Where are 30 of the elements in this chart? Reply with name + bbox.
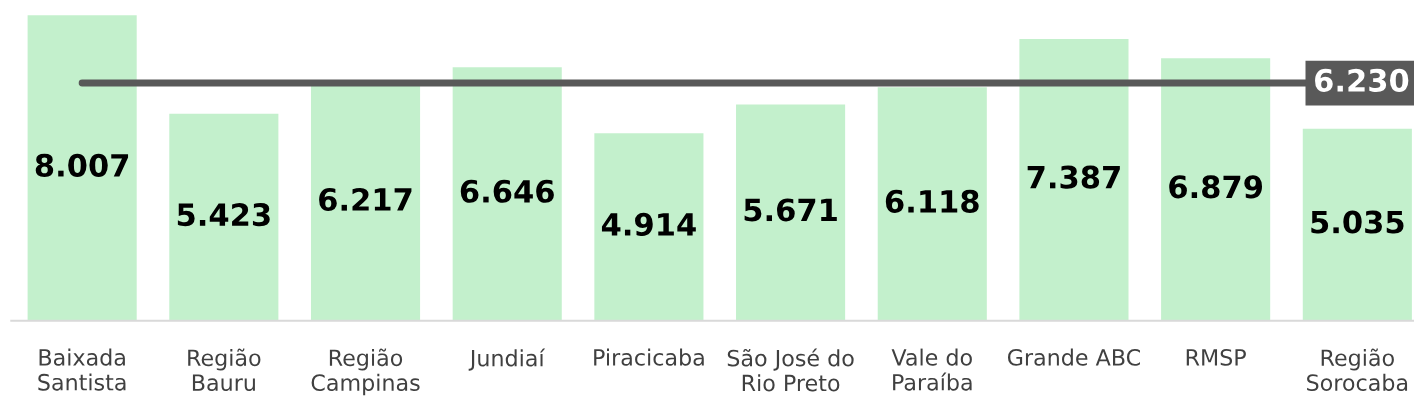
x-tick-label: Grande ABC [1007,348,1140,366]
data-label: 6.217 [319,187,412,212]
x-tick-label: São José do Rio Preto [727,348,854,392]
data-label: 8.007 [35,153,129,177]
data-label: 7.387 [1027,165,1120,189]
x-tick-label: Região Sorocaba [1307,348,1408,392]
data-label: 4.914 [601,212,696,236]
bar [1019,38,1129,321]
bar [594,133,704,321]
x-tick-label: Jundiaí [468,348,546,371]
bar [27,15,137,321]
data-label: 5.035 [1311,210,1404,234]
x-tick-label: Região Bauru [188,348,261,392]
bar [877,87,987,321]
bar [736,104,846,321]
bar [1161,58,1271,321]
ref-line-label: 6.230 [1315,68,1409,92]
data-label: 6.646 [460,179,554,203]
bar [169,113,279,321]
x-tick-label: Baixada Santista [38,348,126,391]
data-label: 6.879 [1169,175,1263,199]
x-tick-label: Piracicaba [594,348,704,366]
bar [1302,128,1412,321]
data-label: 5.671 [744,198,837,222]
x-tick-label: Região Campinas [311,348,420,396]
x-tick-label: Vale do Paraíba [891,348,972,391]
x-tick-label: RMSP [1186,348,1246,366]
data-label: 6.118 [885,189,979,213]
bar [452,67,562,321]
data-label: 5.423 [177,203,270,227]
